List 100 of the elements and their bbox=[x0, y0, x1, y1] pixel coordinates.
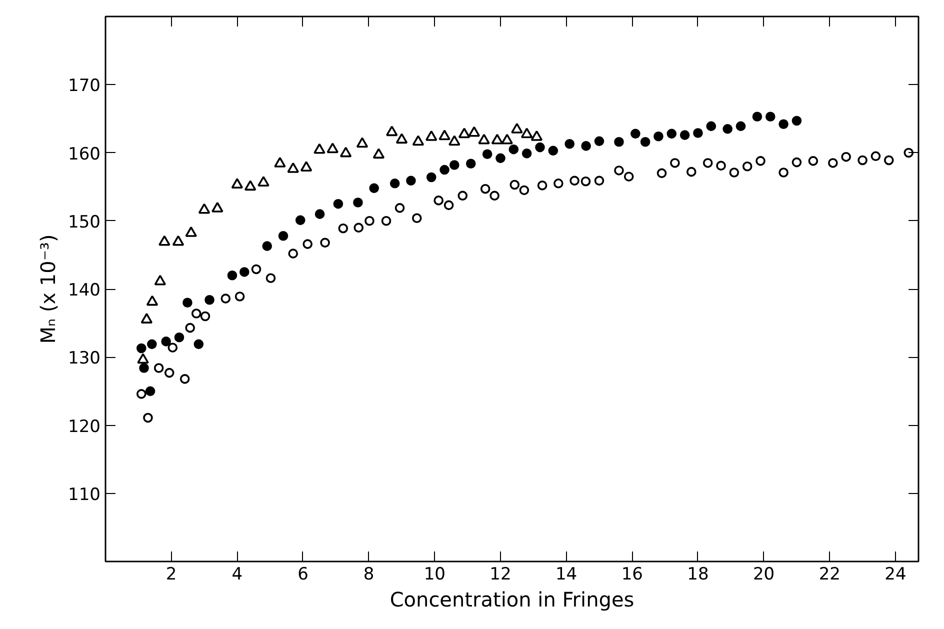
x-tick-label: 8 bbox=[363, 564, 374, 584]
point bbox=[510, 180, 520, 190]
point bbox=[295, 215, 306, 226]
point bbox=[174, 332, 184, 342]
point bbox=[841, 152, 851, 162]
y-tick-label: 170 bbox=[68, 76, 101, 96]
x-tick-label: 24 bbox=[884, 564, 906, 584]
x-tick-label: 20 bbox=[752, 564, 775, 584]
point bbox=[161, 336, 171, 346]
point bbox=[742, 161, 752, 172]
y-tick-label: 160 bbox=[68, 144, 101, 164]
point bbox=[594, 176, 604, 186]
point bbox=[198, 203, 210, 214]
point bbox=[480, 184, 490, 194]
point bbox=[140, 312, 153, 324]
point bbox=[220, 294, 231, 304]
x-tick-label: 4 bbox=[232, 564, 243, 584]
point bbox=[406, 176, 416, 186]
point bbox=[244, 180, 256, 191]
point bbox=[154, 274, 166, 286]
point bbox=[314, 143, 326, 154]
point bbox=[722, 124, 732, 134]
point bbox=[320, 238, 330, 248]
point bbox=[448, 135, 460, 146]
point bbox=[729, 168, 740, 178]
point bbox=[234, 292, 245, 302]
point bbox=[530, 130, 543, 141]
point bbox=[145, 386, 156, 396]
point bbox=[614, 136, 624, 147]
point bbox=[212, 202, 224, 212]
point bbox=[706, 121, 716, 132]
point bbox=[858, 155, 868, 166]
point bbox=[522, 148, 532, 158]
point bbox=[326, 142, 339, 154]
point bbox=[594, 136, 604, 146]
point bbox=[702, 158, 713, 168]
point bbox=[736, 121, 746, 132]
point bbox=[904, 148, 914, 158]
x-axis-title: Concentration in Fringes bbox=[390, 588, 634, 612]
point bbox=[630, 128, 640, 139]
x-tick-label: 18 bbox=[687, 564, 709, 584]
point bbox=[154, 363, 164, 373]
point bbox=[136, 343, 146, 354]
point bbox=[693, 128, 703, 138]
point bbox=[666, 128, 677, 139]
point bbox=[508, 144, 519, 154]
point bbox=[185, 322, 195, 333]
point bbox=[548, 146, 558, 156]
point bbox=[614, 166, 624, 176]
point bbox=[537, 180, 548, 190]
point bbox=[520, 128, 533, 138]
point bbox=[231, 178, 244, 189]
point bbox=[185, 226, 197, 237]
point bbox=[756, 156, 766, 166]
point bbox=[580, 176, 591, 186]
point bbox=[251, 264, 262, 274]
point bbox=[204, 295, 214, 305]
point bbox=[792, 116, 802, 126]
point bbox=[338, 223, 348, 234]
point bbox=[434, 196, 444, 206]
y-tick-label: 120 bbox=[68, 416, 101, 437]
point bbox=[686, 166, 696, 177]
point bbox=[581, 141, 591, 151]
point bbox=[870, 151, 881, 162]
point bbox=[182, 298, 192, 308]
y-axis-title: Mₙ (x 10⁻³) bbox=[36, 234, 60, 344]
point bbox=[200, 311, 210, 322]
point bbox=[191, 308, 202, 318]
point bbox=[146, 295, 158, 306]
point bbox=[262, 241, 272, 251]
point bbox=[501, 134, 513, 144]
x-tick-label: 16 bbox=[621, 564, 643, 584]
point bbox=[136, 389, 146, 399]
point bbox=[340, 146, 352, 158]
point bbox=[778, 119, 788, 130]
point bbox=[654, 132, 664, 142]
point bbox=[390, 178, 400, 188]
point bbox=[680, 130, 690, 140]
point bbox=[468, 126, 480, 137]
y-tick-label: 130 bbox=[68, 348, 101, 369]
y-tick-label: 140 bbox=[68, 280, 101, 300]
point bbox=[137, 353, 149, 364]
point bbox=[353, 198, 363, 208]
point bbox=[458, 128, 470, 138]
x-tick-label: 22 bbox=[818, 564, 840, 584]
point bbox=[624, 172, 634, 182]
point bbox=[496, 153, 506, 164]
point bbox=[314, 209, 325, 219]
point bbox=[386, 126, 398, 136]
point bbox=[450, 160, 460, 170]
x-tick-label: 12 bbox=[490, 564, 512, 584]
point bbox=[535, 142, 545, 152]
point bbox=[158, 235, 170, 246]
point bbox=[394, 203, 405, 213]
point bbox=[752, 112, 762, 122]
point bbox=[164, 368, 174, 378]
point bbox=[482, 149, 492, 160]
y-tick-label: 110 bbox=[68, 484, 101, 505]
point bbox=[511, 122, 523, 134]
point bbox=[139, 363, 149, 373]
